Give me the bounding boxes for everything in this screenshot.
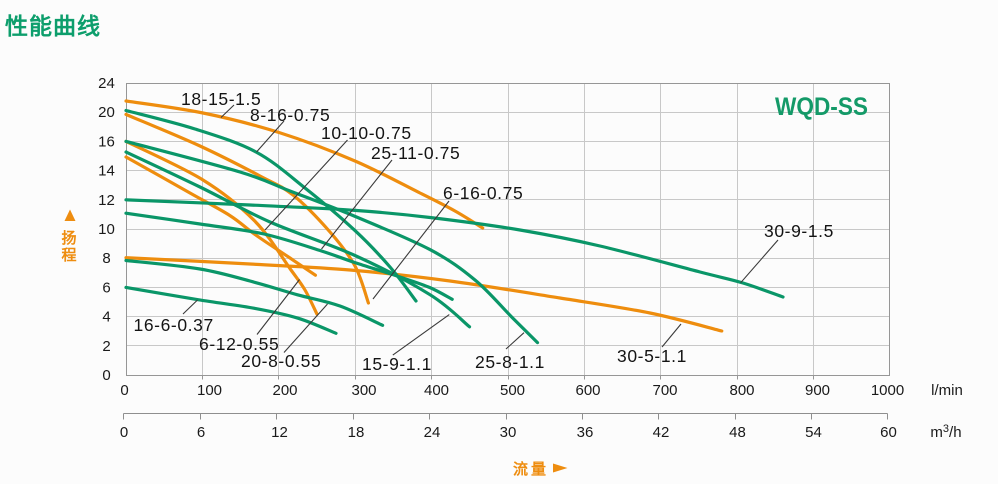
svg-text:0: 0 <box>120 424 128 441</box>
svg-text:流量: 流量 <box>513 460 549 478</box>
svg-text:30: 30 <box>500 424 517 441</box>
svg-text:500: 500 <box>500 382 525 399</box>
svg-text:36: 36 <box>577 424 594 441</box>
svg-text:700: 700 <box>652 382 677 399</box>
svg-text:10: 10 <box>98 221 115 238</box>
svg-text:48: 48 <box>729 424 746 441</box>
svg-text:20: 20 <box>98 104 115 121</box>
svg-text:15-9-1.1: 15-9-1.1 <box>362 354 432 374</box>
svg-text:30-9-1.5: 30-9-1.5 <box>764 221 834 241</box>
svg-text:0: 0 <box>102 367 110 384</box>
svg-text:400: 400 <box>424 382 449 399</box>
svg-text:2: 2 <box>102 338 110 355</box>
svg-text:54: 54 <box>805 424 822 441</box>
svg-text:16: 16 <box>98 133 115 150</box>
svg-text:0: 0 <box>120 382 128 399</box>
svg-text:25-11-0.75: 25-11-0.75 <box>371 143 460 163</box>
svg-text:18-15-1.5: 18-15-1.5 <box>181 89 261 109</box>
svg-text:16-6-0.37: 16-6-0.37 <box>134 315 214 335</box>
svg-text:8-16-0.75: 8-16-0.75 <box>250 105 330 125</box>
svg-text:6: 6 <box>197 424 205 441</box>
svg-text:12: 12 <box>98 192 115 209</box>
svg-text:600: 600 <box>575 382 600 399</box>
svg-text:4: 4 <box>102 309 110 326</box>
svg-text:l/min: l/min <box>931 382 963 399</box>
svg-text:WQD-SS: WQD-SS <box>775 93 868 121</box>
svg-text:800: 800 <box>729 382 754 399</box>
svg-text:18: 18 <box>348 424 365 441</box>
svg-text:30-5-1.1: 30-5-1.1 <box>617 346 687 366</box>
svg-text:900: 900 <box>805 382 830 399</box>
svg-text:10-10-0.75: 10-10-0.75 <box>321 123 412 143</box>
svg-text:60: 60 <box>880 424 897 441</box>
svg-text:6: 6 <box>102 279 110 296</box>
svg-text:8: 8 <box>102 250 110 267</box>
svg-text:12: 12 <box>271 424 288 441</box>
svg-text:6-12-0.55: 6-12-0.55 <box>199 334 279 354</box>
svg-text:6-16-0.75: 6-16-0.75 <box>443 183 523 203</box>
svg-text:25-8-1.1: 25-8-1.1 <box>475 352 545 372</box>
svg-text:14: 14 <box>98 163 115 180</box>
svg-text:m3/h: m3/h <box>930 423 961 441</box>
svg-text:扬: 扬 <box>61 229 76 247</box>
svg-text:200: 200 <box>272 382 297 399</box>
svg-text:24: 24 <box>424 424 441 441</box>
svg-text:42: 42 <box>653 424 670 441</box>
svg-text:100: 100 <box>197 382 222 399</box>
svg-text:程: 程 <box>61 247 76 264</box>
svg-text:1000: 1000 <box>871 382 904 399</box>
svg-text:20-8-0.55: 20-8-0.55 <box>241 351 321 371</box>
svg-text:300: 300 <box>351 382 376 399</box>
svg-text:24: 24 <box>98 75 115 92</box>
